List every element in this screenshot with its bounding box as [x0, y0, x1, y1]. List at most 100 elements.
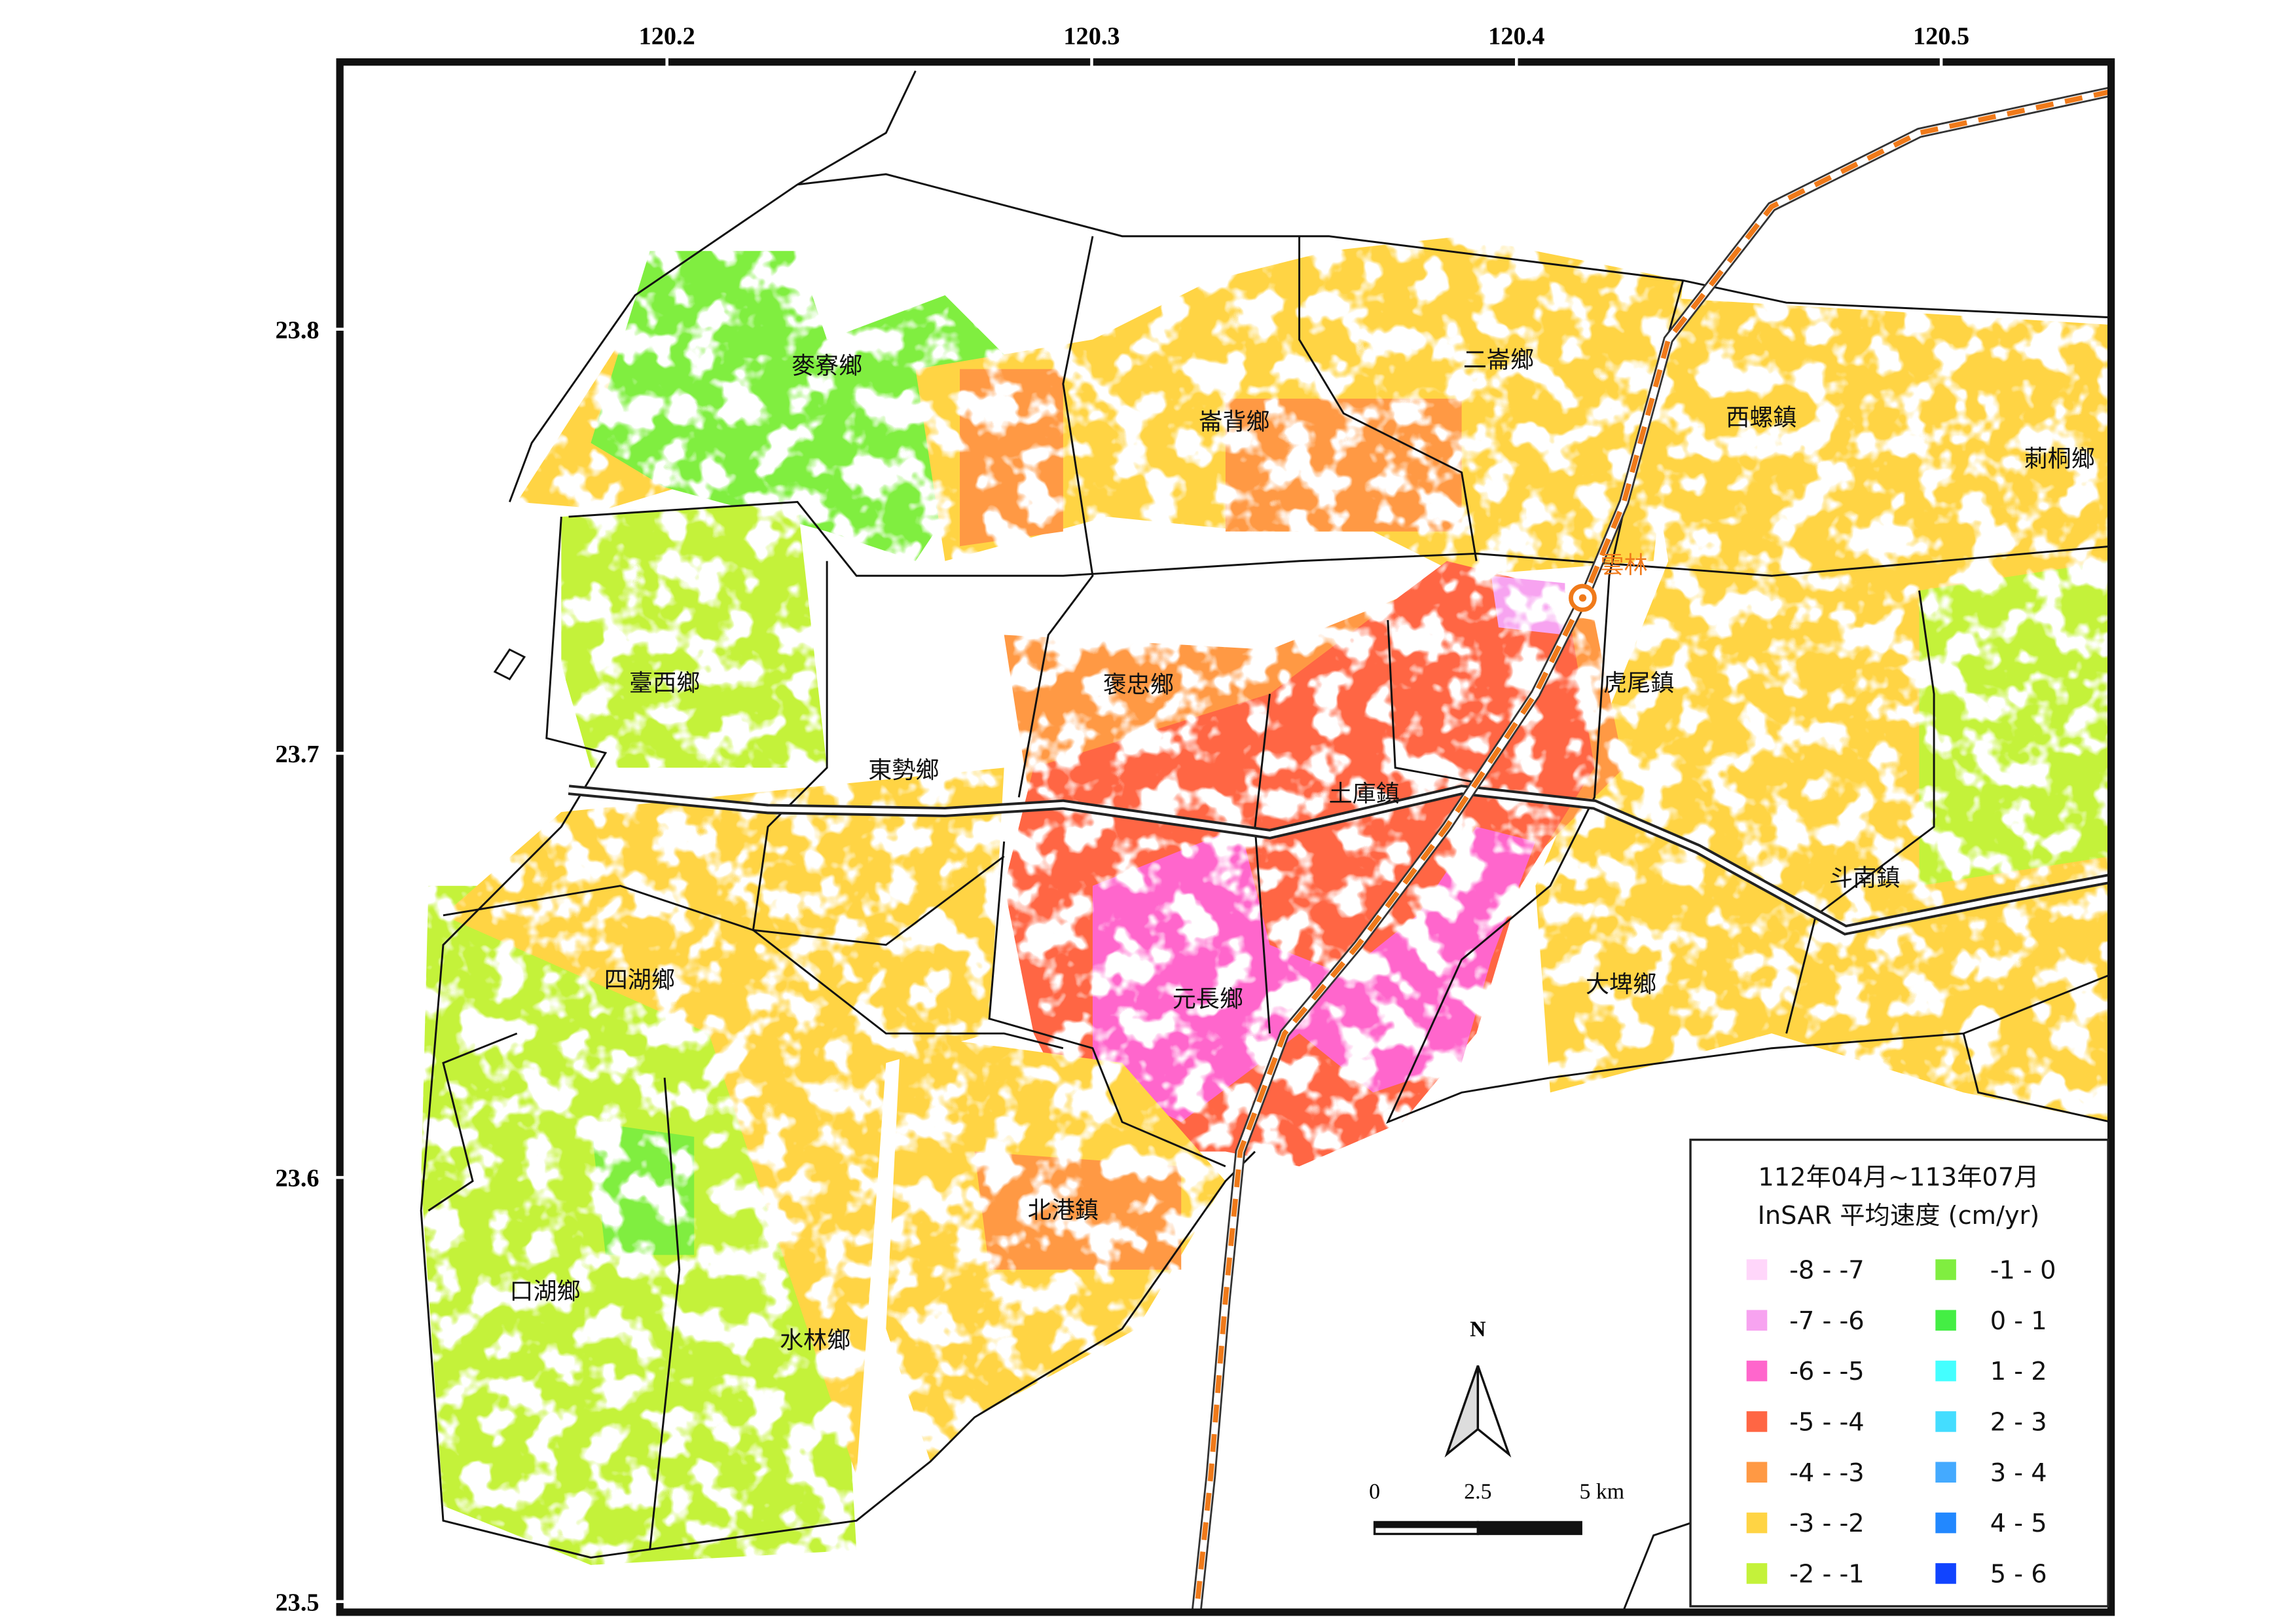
zone	[960, 369, 1063, 547]
zone	[1535, 295, 2111, 1122]
zone	[561, 502, 828, 768]
legend-label: 0 - 1	[1990, 1306, 2047, 1336]
scale-seg	[1476, 1521, 1582, 1536]
town-label: 土庫鎮	[1329, 780, 1400, 807]
town-label: 麥寮鄉	[792, 352, 862, 379]
town-label: 臺西鄉	[629, 669, 700, 697]
y-tick-label: 23.5	[276, 1589, 319, 1616]
legend-label: -7 - -6	[1789, 1306, 1865, 1336]
highway-core	[568, 787, 2111, 933]
legend-swatch	[1935, 1411, 1956, 1432]
boundary	[1017, 236, 1094, 798]
boundary	[1386, 576, 2111, 1124]
town-label: 莿桐鄉	[2024, 445, 2095, 472]
zone	[974, 1151, 1182, 1270]
legend-label: 5 - 6	[1990, 1559, 2047, 1589]
legend-label: 4 - 5	[1990, 1509, 2047, 1538]
boundaries	[420, 70, 2111, 1610]
boundary	[649, 1077, 681, 1551]
boundary	[752, 561, 1005, 946]
boundary	[1962, 1033, 2111, 1123]
zone	[1919, 561, 2111, 886]
legend: 112年04月~113年07月 InSAR 平均速度 (cm/yr) -8 - …	[1689, 1138, 2109, 1608]
y-tick-label: 23.8	[276, 316, 319, 344]
legend-swatch	[1746, 1259, 1768, 1280]
legend-title: InSAR 平均速度 (cm/yr)	[1758, 1201, 2040, 1230]
scale-bar: 0 2.5 5 km	[1369, 1479, 1624, 1536]
x-tick-label: 120.2	[639, 23, 695, 50]
scale-seg	[1374, 1522, 1478, 1528]
town-label: 水林鄉	[780, 1326, 850, 1354]
x-tick-label: 120.5	[1913, 23, 1969, 50]
arrow-right	[1476, 1365, 1512, 1458]
legend-swatch	[1746, 1512, 1768, 1534]
legend-swatch	[1935, 1259, 1956, 1280]
legend-label: -8 - -7	[1789, 1255, 1865, 1285]
boundary	[428, 1032, 518, 1211]
boundary	[797, 173, 2111, 319]
zone	[1092, 826, 1536, 1122]
town-label: 元長鄉	[1173, 986, 1243, 1013]
legend-label: -1 - 0	[1990, 1255, 2056, 1285]
legend-swatch	[1935, 1360, 1956, 1382]
legend-label: 1 - 2	[1990, 1357, 2047, 1386]
legend-swatch	[1935, 1310, 1956, 1331]
deformation-field	[421, 236, 2111, 1565]
town-label: 東勢鄉	[868, 756, 939, 784]
legend-label: -3 - -2	[1789, 1509, 1865, 1538]
town-label: 北港鎮	[1028, 1196, 1099, 1224]
arrow-left	[1444, 1365, 1480, 1458]
boundary	[1387, 619, 1477, 784]
station-dot	[1578, 594, 1587, 602]
rail-dash	[1194, 88, 2111, 1612]
legend-swatch	[1746, 1462, 1768, 1483]
scale-label: 0	[1369, 1479, 1380, 1504]
north-arrow: N	[1444, 1317, 1512, 1458]
legend-label: 3 - 4	[1990, 1458, 2047, 1488]
legend-swatch	[1935, 1462, 1956, 1483]
town-label: 四湖鄉	[604, 966, 675, 993]
legend-label: -5 - -4	[1789, 1407, 1865, 1437]
legend-label: 2 - 3	[1990, 1407, 2047, 1437]
town-label: 大埤鄉	[1586, 970, 1656, 998]
town-label: 二崙鄉	[1463, 346, 1534, 373]
scale-label: 5 km	[1579, 1479, 1624, 1504]
legend-label: -2 - -1	[1789, 1559, 1865, 1589]
north-label: N	[1470, 1317, 1485, 1341]
legend-label: -6 - -5	[1789, 1357, 1865, 1386]
boundary	[420, 516, 1256, 1559]
boundary	[509, 70, 917, 503]
y-tick-label: 23.7	[276, 741, 319, 768]
zone	[443, 767, 1004, 1477]
town-label: 虎尾鎮	[1603, 669, 1674, 697]
x-tick-label: 120.4	[1488, 23, 1544, 50]
x-tick-label: 120.3	[1063, 23, 1120, 50]
legend-swatch	[1746, 1310, 1768, 1331]
station-label: 雲林	[1601, 551, 1648, 579]
map-frame	[336, 58, 2115, 1616]
boundary	[988, 841, 1226, 1168]
map-body	[420, 70, 2111, 1612]
y-tick-label: 23.6	[276, 1165, 319, 1192]
legend-swatch	[1746, 1360, 1768, 1382]
legend-title: 112年04月~113年07月	[1758, 1162, 2039, 1192]
scale-label: 2.5	[1464, 1479, 1491, 1504]
boundary	[1785, 590, 1935, 1034]
legend-swatch	[1935, 1563, 1956, 1584]
town-label: 崙背鄉	[1199, 408, 1269, 435]
town-label: 口湖鄉	[509, 1278, 580, 1305]
zone	[1491, 576, 1565, 635]
zone	[591, 251, 1034, 561]
town-label: 西螺鎮	[1726, 403, 1796, 431]
town-label: 褒忠鄉	[1103, 671, 1174, 698]
legend-swatch	[1746, 1563, 1768, 1584]
highway	[568, 784, 2111, 936]
boundary	[1298, 236, 1478, 561]
legend-label: -4 - -3	[1789, 1458, 1865, 1488]
boundary	[568, 501, 2111, 577]
town-label: 斗南鎮	[1829, 864, 1900, 892]
boundary	[443, 885, 1064, 1050]
legend-swatch	[1935, 1512, 1956, 1534]
